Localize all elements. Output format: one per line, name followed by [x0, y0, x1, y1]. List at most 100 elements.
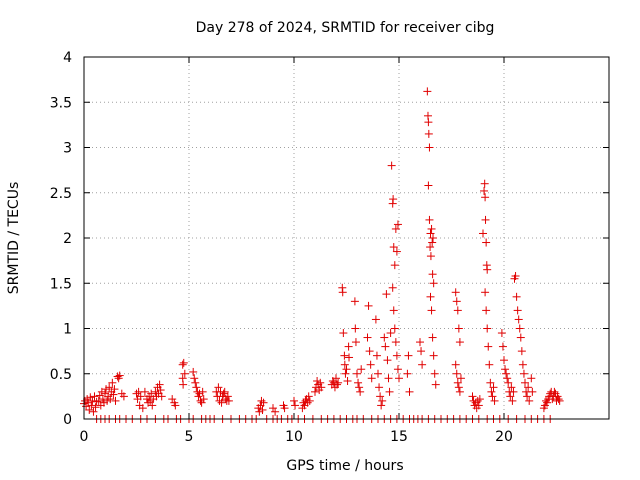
data-point [338, 288, 347, 297]
y-tick-labels: 0 0.5 1 1.5 2 2.5 3 3.5 4 [50, 50, 72, 428]
data-point [498, 342, 507, 351]
data-point [428, 333, 437, 342]
data-point [148, 401, 157, 410]
x-tick-label: 20 [495, 429, 513, 445]
data-point [140, 387, 149, 396]
y-tick-label: 1.5 [50, 276, 72, 292]
data-point [525, 396, 534, 405]
data-point [363, 333, 372, 342]
data-point [426, 292, 435, 301]
data-point [455, 387, 464, 396]
data-point [418, 360, 427, 369]
data-point [479, 229, 487, 238]
data-point [342, 365, 351, 374]
data-point [339, 329, 348, 338]
data-point [506, 392, 515, 401]
data-point [376, 392, 385, 401]
data-point [542, 396, 550, 405]
data-point [508, 396, 517, 405]
data-point [481, 215, 490, 224]
data-point [85, 405, 94, 414]
data-point [424, 181, 433, 190]
data-point [259, 398, 268, 407]
data-point [220, 387, 229, 396]
data-point [430, 369, 439, 378]
y-tick-label: 1 [63, 322, 72, 338]
data-point [511, 272, 520, 281]
data-point [454, 324, 463, 333]
data-point [543, 398, 552, 407]
data-point [504, 378, 513, 387]
data-point [488, 392, 497, 401]
y-tick-label: 0.5 [50, 367, 72, 383]
data-point [487, 387, 496, 396]
data-point [429, 279, 438, 288]
data-point [483, 324, 492, 333]
data-point [371, 315, 380, 324]
data-point [372, 351, 381, 360]
data-point [497, 329, 506, 338]
data-point [223, 392, 232, 401]
data-point [515, 324, 524, 333]
data-point [98, 395, 107, 404]
data-point [451, 288, 460, 297]
x-tick-label: 10 [285, 429, 303, 445]
data-point [404, 351, 413, 360]
y-tick-label: 2 [63, 231, 72, 247]
data-point [390, 324, 399, 333]
data-point [271, 407, 280, 416]
data-point [214, 383, 223, 392]
data-point [426, 252, 435, 261]
data-point [454, 383, 463, 392]
y-axis-label: SRMTID / TECUs [6, 182, 22, 295]
data-point [392, 351, 401, 360]
data-point [147, 389, 156, 398]
data-point [106, 395, 115, 404]
data-point [514, 315, 523, 324]
data-point [389, 306, 398, 315]
y-tick-label: 2.5 [50, 186, 72, 202]
axis-ticks [83, 56, 609, 420]
data-point [332, 374, 340, 383]
data-point [136, 392, 145, 401]
data-point [424, 118, 433, 127]
data-point [365, 347, 374, 356]
data-point [189, 367, 198, 376]
data-point [108, 378, 117, 387]
data-point [340, 360, 349, 369]
data-point [428, 270, 437, 279]
data-point [453, 306, 462, 315]
data-point [350, 297, 359, 306]
data-point [317, 383, 326, 392]
data-point [138, 404, 147, 413]
data-point [390, 261, 399, 270]
data-point [115, 371, 124, 380]
data-point [387, 161, 396, 170]
data-point [168, 395, 177, 404]
x-tick-label: 0 [80, 429, 89, 445]
data-point [417, 347, 426, 356]
data-point [351, 338, 360, 347]
data-point [424, 129, 433, 138]
data-point [500, 356, 508, 365]
data-point [403, 369, 412, 378]
data-point [452, 369, 461, 378]
data-point [178, 360, 187, 369]
data-point [481, 193, 490, 202]
data-point [179, 380, 188, 389]
data-point [155, 380, 164, 389]
data-point [393, 220, 402, 229]
y-tick-label: 0 [63, 412, 72, 428]
data-point [356, 387, 365, 396]
data-point [86, 393, 95, 402]
data-point [119, 392, 128, 401]
data-point [480, 186, 489, 195]
data-point [382, 290, 391, 299]
data-point [507, 383, 516, 392]
data-point [483, 265, 492, 274]
data-point [395, 374, 403, 383]
data-point [416, 338, 424, 347]
data-point [191, 378, 200, 387]
data-point [199, 395, 208, 404]
data-point [180, 369, 189, 378]
